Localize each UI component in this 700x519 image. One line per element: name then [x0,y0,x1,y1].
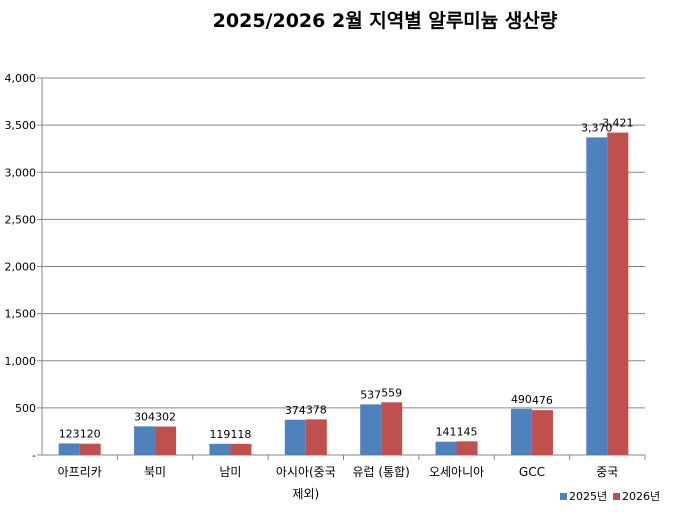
bar [79,443,101,455]
legend-label: 2026년 [622,490,660,503]
data-label: 537 [360,388,381,401]
bar [456,441,478,455]
data-label: 304 [134,410,155,423]
data-label: 378 [306,403,327,416]
bar [607,132,629,456]
chart-title: 2025/2026 2월 지역별 알루미늄 생산량 [212,10,558,32]
y-tick-label: - [32,449,36,462]
data-label: 123 [59,427,80,440]
bar [381,402,403,455]
y-tick-label: 500 [15,402,36,415]
data-label: 302 [155,411,176,424]
y-tick-label: 1,500 [5,308,37,321]
bar [531,410,553,455]
y-tick-label: 3,000 [5,166,37,179]
category-label: 아프리카 [58,465,102,479]
data-label: 145 [457,425,478,438]
y-tick-label: 3,500 [5,119,37,132]
category-label: 오세아니아 [429,465,484,479]
bar [305,419,327,455]
data-label: 141 [436,426,457,439]
data-label: 118 [230,428,251,441]
data-label: 120 [80,428,101,441]
data-label: 490 [511,393,532,406]
category-label: GCC [519,465,545,479]
data-label: 119 [209,428,230,441]
bar [230,443,252,455]
legend-swatch [560,493,567,500]
y-tick-label: 2,500 [5,213,37,226]
data-label: 559 [381,386,402,399]
bar [510,408,532,455]
category-label: 아시아(중국 [276,465,336,479]
data-label: 3,421 [602,117,634,130]
legend-swatch [613,493,620,500]
bar [435,441,457,455]
bar [209,443,231,455]
bar [284,419,306,455]
data-label: 374 [285,404,306,417]
category-label: 제외) [292,487,319,501]
bar [155,426,177,455]
y-tick-label: 2,000 [5,261,37,274]
bar [586,137,608,455]
bar [360,404,382,455]
y-tick-label: 4,000 [5,72,37,85]
data-label: 476 [532,394,553,407]
category-label: 중국 [596,465,618,479]
legend-label: 2025년 [569,490,607,503]
bar [58,443,80,455]
category-label: 유럽 (통합) [353,465,410,479]
y-tick-label: 1,000 [5,355,37,368]
category-label: 남미 [219,465,241,479]
data-label: 3,370 [581,121,613,134]
bar [134,426,156,455]
category-label: 북미 [144,465,166,479]
